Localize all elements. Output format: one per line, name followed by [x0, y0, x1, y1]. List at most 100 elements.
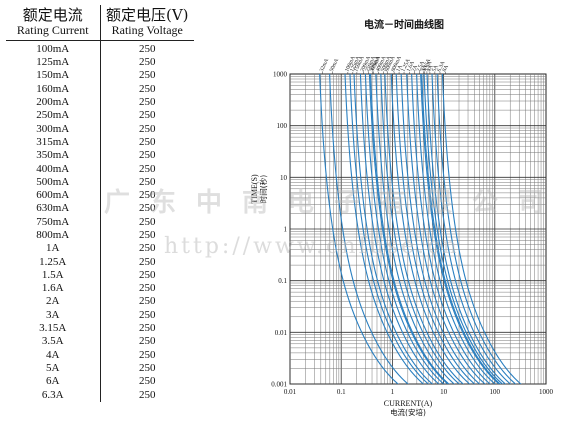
rating-current-cell: 125mA — [6, 55, 101, 70]
rating-voltage-cell: 250 — [139, 96, 156, 109]
rating-voltage-cell: 250 — [139, 375, 156, 388]
series-label: 3.15A — [421, 58, 432, 73]
y-tick-label: 10 — [280, 174, 288, 182]
table-row: 750mA 250 — [6, 215, 194, 229]
x-tick-label: 0.01 — [284, 388, 297, 396]
rating-current-cell: 300mA — [6, 122, 101, 136]
y-tick-label: 0.01 — [275, 329, 288, 337]
series-label: 50mA — [329, 58, 340, 73]
series-label: 6.3A — [436, 60, 446, 72]
y-axis-label-zh: 时间(秒) — [258, 175, 268, 203]
rating-voltage-cell: 250 — [139, 295, 156, 308]
series-label: 32mA — [319, 58, 330, 73]
table-row: 3A 250 — [6, 308, 194, 322]
table-row: 600mA 250 — [6, 188, 194, 203]
rating-current-cell: 500mA — [6, 175, 101, 189]
series-line-400mA — [375, 74, 456, 384]
y-tick-label: 1 — [284, 226, 288, 234]
rating-voltage-cell: 250 — [139, 82, 156, 95]
rating-voltage-cell: 250 — [139, 242, 156, 255]
rating-current-cell: 630mA — [6, 202, 101, 216]
series-line-50mA — [329, 74, 409, 384]
rating-current-cell: 1.6A — [6, 282, 101, 296]
series-line-100mA — [344, 74, 425, 384]
rating-voltage-cell: 250 — [139, 202, 156, 215]
rating-current-cell: 3.15A — [6, 321, 101, 336]
series-line-200mA — [359, 74, 440, 384]
rating-voltage-cell: 250 — [139, 42, 156, 55]
rating-current-cell: 1.5A — [6, 268, 101, 283]
rating-current-cell: 400mA — [6, 162, 101, 176]
series-line-1A — [395, 74, 476, 384]
rating-voltage-cell: 250 — [139, 308, 156, 321]
series-label: 5A — [431, 64, 439, 73]
rating-current-cell: 160mA — [6, 82, 101, 96]
grid — [289, 74, 546, 385]
rating-voltage-cell: 250 — [139, 149, 156, 162]
table-row: 5A 250 — [6, 361, 194, 376]
series-line-6.3A — [436, 74, 517, 384]
rating-voltage-cell: 250 — [139, 69, 156, 82]
rating-voltage-cell: 250 — [139, 122, 156, 135]
table-row: 400mA 250 — [6, 162, 194, 176]
table-row: 1.6A 250 — [6, 282, 194, 296]
series-line-2.5A — [416, 74, 496, 384]
rating-voltage-header-en: Rating Voltage — [111, 22, 183, 37]
x-axis-label-zh: 电流(安培) — [390, 407, 426, 417]
rating-current-cell: 200mA — [6, 95, 101, 110]
rating-current-cell: 250mA — [6, 109, 101, 123]
series-line-4A — [426, 74, 507, 384]
rating-current-cell: 800mA — [6, 228, 101, 243]
x-tick-label: 1 — [391, 388, 395, 396]
rating-voltage-cell: 250 — [139, 162, 156, 175]
table-row: 1.25A 250 — [6, 255, 194, 269]
rating-voltage-cell: 250 — [139, 361, 156, 374]
series-line-3.15A — [421, 74, 501, 384]
table-row: 6A 250 — [6, 375, 194, 389]
rating-voltage-cell: 250 — [139, 388, 156, 401]
rating-current-cell: 750mA — [6, 215, 101, 229]
series-label: 2A — [411, 64, 419, 73]
rating-voltage-cell: 250 — [139, 109, 156, 122]
series-label: 8A — [442, 64, 450, 73]
series-line-800mA — [390, 74, 471, 384]
rating-current-cell: 150mA — [6, 69, 101, 83]
table-row: 6.3A 250 — [6, 388, 194, 402]
rating-current-header-zh: 额定电流 — [22, 6, 83, 24]
rating-voltage-cell: 250 — [139, 255, 156, 268]
y-tick-label: 0.1 — [278, 277, 287, 285]
x-tick-label: 100 — [490, 388, 501, 396]
table-row: 200mA 250 — [6, 95, 194, 110]
rating-voltage-cell: 250 — [139, 322, 156, 335]
x-tick-label: 1000 — [539, 388, 554, 396]
table-row: 500mA 250 — [6, 175, 194, 189]
rating-current-cell: 315mA — [6, 135, 101, 150]
series-label: 1A — [395, 64, 403, 73]
rating-current-cell: 1A — [6, 242, 101, 256]
rating-voltage-cell: 250 — [139, 282, 156, 295]
y-tick-label: 1000 — [273, 71, 288, 79]
table-row: 3.15A 250 — [6, 321, 194, 336]
rating-current-cell: 3A — [6, 308, 101, 322]
series-line-3.5A — [423, 74, 504, 384]
rating-current-cell: 2A — [6, 295, 101, 309]
x-axis-label: CURRENT(A) — [384, 399, 433, 408]
series-line-315mA — [369, 74, 450, 384]
series-label: 1.6A — [406, 60, 416, 72]
y-axis-label: TIME(S) — [250, 174, 259, 204]
series-line-600mA — [384, 74, 465, 384]
table-row: 100mA 250 — [6, 40, 194, 56]
series-label: 4A — [426, 64, 434, 73]
rating-current-cell: 6.3A — [6, 388, 101, 402]
series-label: 3A — [420, 64, 428, 73]
table-row: 800mA 250 — [6, 228, 194, 243]
table-row: 315mA 250 — [6, 135, 194, 150]
series-line-8A — [441, 74, 522, 384]
rating-current-cell: 350mA — [6, 149, 101, 163]
table-row: 1.5A 250 — [6, 268, 194, 283]
rating-voltage-cell: 250 — [139, 268, 156, 281]
series-line-3A — [420, 74, 500, 384]
x-tick-label: 10 — [440, 388, 448, 396]
table-row: 2A 250 — [6, 295, 194, 309]
rating-voltage-cell: 250 — [139, 348, 156, 361]
